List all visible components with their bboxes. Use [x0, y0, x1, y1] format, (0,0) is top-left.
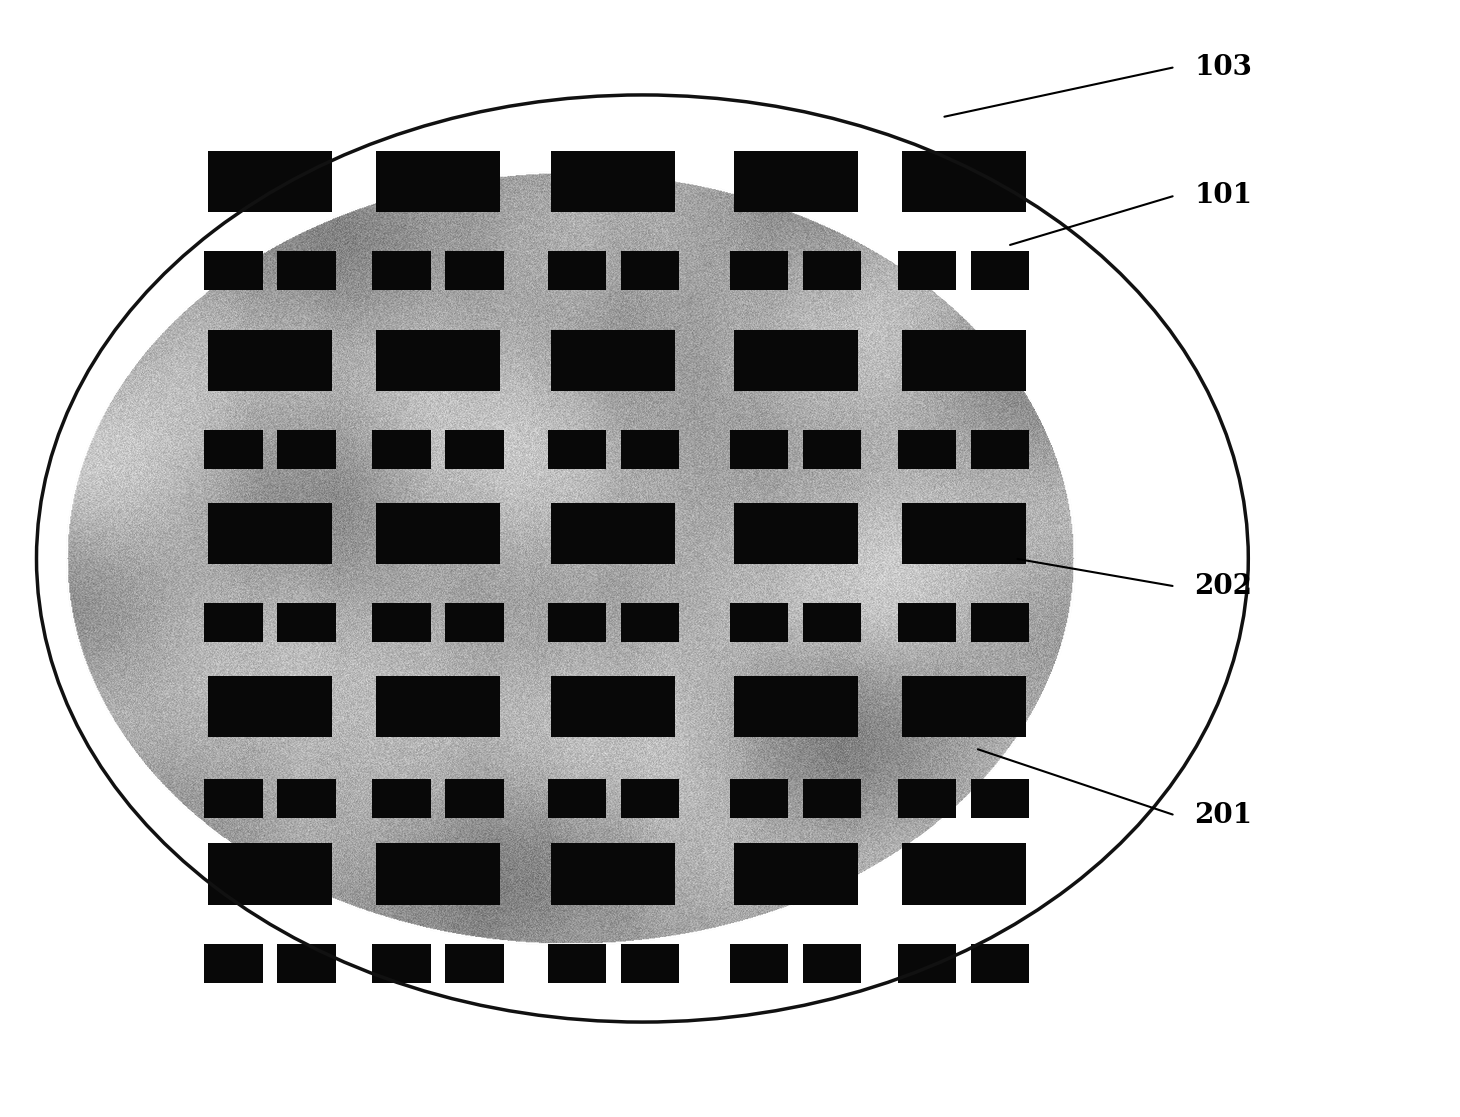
Bar — [734, 151, 858, 212]
Bar — [803, 603, 861, 642]
Bar — [548, 603, 606, 642]
Bar — [620, 603, 679, 642]
Bar — [445, 430, 504, 469]
Bar — [548, 251, 606, 290]
Bar — [207, 843, 331, 905]
Bar — [734, 843, 858, 905]
Bar — [552, 330, 675, 391]
Text: 201: 201 — [1194, 802, 1253, 829]
Bar — [548, 430, 606, 469]
Bar — [734, 503, 858, 564]
Bar — [902, 676, 1025, 737]
Bar — [902, 843, 1025, 905]
Bar — [204, 430, 263, 469]
Bar — [902, 330, 1025, 391]
Bar — [372, 779, 431, 818]
Bar — [204, 779, 263, 818]
Bar — [277, 251, 336, 290]
Bar — [552, 676, 675, 737]
Bar — [207, 330, 331, 391]
Bar — [730, 944, 788, 983]
Bar — [971, 251, 1029, 290]
Bar — [207, 151, 331, 212]
Bar — [445, 779, 504, 818]
Bar — [377, 843, 499, 905]
Bar — [620, 251, 679, 290]
Bar — [204, 944, 263, 983]
Bar — [552, 503, 675, 564]
Bar — [620, 779, 679, 818]
Bar — [730, 603, 788, 642]
Bar — [445, 603, 504, 642]
Bar — [620, 944, 679, 983]
Bar — [803, 430, 861, 469]
Text: 103: 103 — [1194, 54, 1253, 80]
Bar — [277, 603, 336, 642]
Bar — [902, 503, 1025, 564]
Bar — [971, 944, 1029, 983]
Bar — [803, 779, 861, 818]
Text: 202: 202 — [1194, 573, 1253, 600]
Bar — [730, 779, 788, 818]
Bar — [445, 944, 504, 983]
Bar — [377, 676, 499, 737]
Bar — [620, 430, 679, 469]
Bar — [803, 944, 861, 983]
Bar — [445, 251, 504, 290]
Bar — [898, 430, 956, 469]
Bar — [207, 503, 331, 564]
Bar — [377, 330, 499, 391]
Bar — [372, 251, 431, 290]
Bar — [372, 603, 431, 642]
Bar — [730, 430, 788, 469]
Bar — [803, 251, 861, 290]
Bar — [377, 151, 499, 212]
Bar — [372, 944, 431, 983]
Bar — [552, 843, 675, 905]
Bar — [734, 676, 858, 737]
Bar — [971, 779, 1029, 818]
Bar — [730, 251, 788, 290]
Bar — [552, 151, 675, 212]
Bar — [207, 676, 331, 737]
Bar — [898, 251, 956, 290]
Bar — [898, 944, 956, 983]
Bar — [971, 430, 1029, 469]
Bar — [377, 503, 499, 564]
Bar — [734, 330, 858, 391]
Bar — [372, 430, 431, 469]
Bar — [902, 151, 1025, 212]
Bar — [548, 779, 606, 818]
Bar — [277, 944, 336, 983]
Bar — [898, 603, 956, 642]
Bar — [548, 944, 606, 983]
Text: 101: 101 — [1194, 182, 1253, 209]
Bar — [204, 603, 263, 642]
Bar — [204, 251, 263, 290]
Bar — [971, 603, 1029, 642]
Bar — [277, 430, 336, 469]
Bar — [898, 779, 956, 818]
Bar — [277, 779, 336, 818]
